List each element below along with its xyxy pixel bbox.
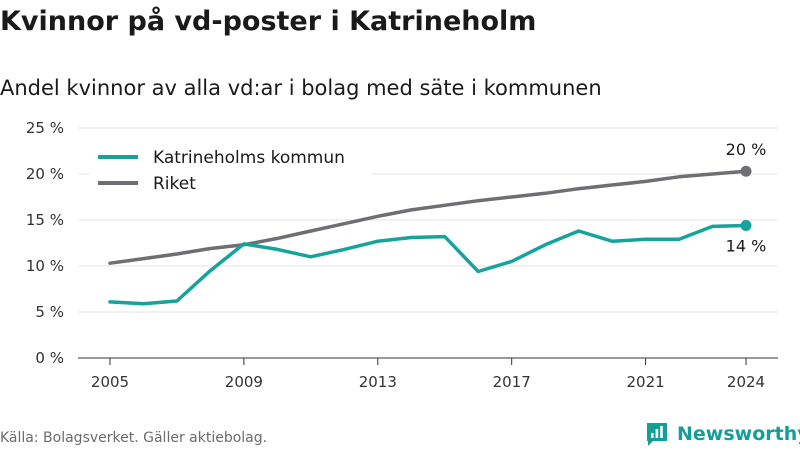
legend: Katrineholms kommun Riket [90,140,372,198]
series-end-point [740,165,752,177]
x-tick-label: 2021 [626,373,664,391]
x-tick-label: 2009 [225,373,263,391]
chart-subtitle: Andel kvinnor av alla vd:ar i bolag med … [0,76,602,100]
data-label: 20 % [726,140,767,159]
series-end-point [740,220,752,232]
series-lines [108,165,752,306]
y-tick-label: 20 % [26,165,64,183]
data-label: 14 % [726,237,767,256]
source-note: Källa: Bolagsverket. Gäller aktiebolag. [0,430,268,446]
x-tick-label: 2017 [493,373,531,391]
y-tick-label: 10 % [26,257,64,275]
legend-background [90,140,372,198]
y-tick-label: 15 % [26,211,64,229]
y-tick-label: 25 % [26,119,64,137]
series-line [108,223,748,306]
brand-logo: Newsworthy [645,420,800,448]
x-tick-label: 2005 [91,373,129,391]
axes: 0 % 5 % 10 % 15 % 20 % 25 % 2005 2009 2013 2017 20… [26,119,778,391]
legend-label: Riket [153,174,196,194]
x-tick-label: 2024 [727,373,765,391]
y-tick-label: 0 % [35,349,64,367]
series-line [108,169,748,265]
data-labels: 20 % 14 % [726,140,767,255]
x-tick-label: 2013 [359,373,397,391]
chart-title: Kvinnor på vd-poster i Katrineholm [0,6,537,37]
chart-bubble-icon [647,423,667,446]
brand-name: Newsworthy [677,423,800,445]
y-tick-label: 5 % [35,303,64,321]
legend-label: Katrineholms kommun [153,148,345,168]
line-chart: 0 % 5 % 10 % 15 % 20 % 25 % 2005 2009 2013 2017 20… [26,119,778,391]
